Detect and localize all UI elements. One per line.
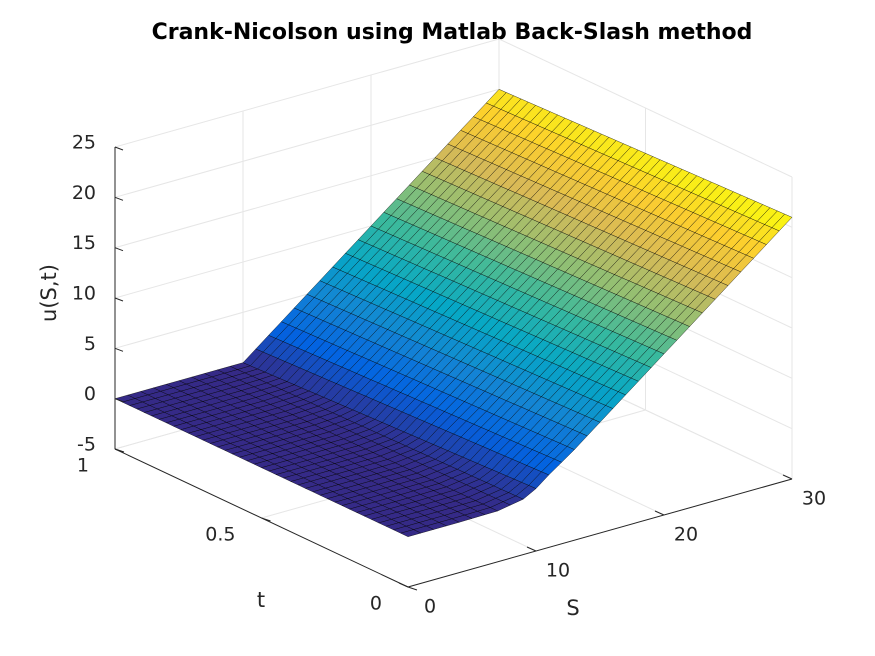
axes: 0 10 20 30 0 0.5 1-5 0 5 10 15 20 25 bbox=[72, 132, 826, 618]
z-tick bbox=[114, 347, 124, 352]
x-tick bbox=[654, 510, 665, 516]
x-tick bbox=[782, 474, 793, 480]
z-tick-label: -5 bbox=[77, 434, 96, 456]
y-axis-label: t bbox=[257, 588, 265, 612]
z-tick bbox=[114, 196, 124, 201]
surface-patch bbox=[400, 529, 422, 537]
z-tick-label: 25 bbox=[72, 132, 96, 154]
z-tick bbox=[114, 146, 124, 151]
z-tick-label: 0 bbox=[84, 383, 96, 405]
z-tick bbox=[114, 297, 124, 302]
x-tick-label: 10 bbox=[546, 560, 570, 582]
x-tick-label: 30 bbox=[802, 488, 826, 510]
chart-title: Crank-Nicolson using Matlab Back-Slash m… bbox=[152, 20, 753, 45]
x-tick bbox=[398, 582, 409, 588]
y-tick bbox=[261, 517, 271, 522]
gridline-u bbox=[114, 38, 793, 178]
z-axis-label: u(S,t) bbox=[37, 264, 61, 322]
z-tick bbox=[114, 448, 124, 453]
y-tick-label: 0.5 bbox=[205, 524, 235, 546]
z-tick bbox=[114, 398, 124, 403]
x-axis-line bbox=[407, 478, 793, 588]
y-tick-label: 1 bbox=[77, 455, 89, 477]
z-tick bbox=[114, 247, 124, 252]
y-tick bbox=[407, 586, 418, 591]
z-tick-label: 15 bbox=[72, 232, 96, 254]
x-tick-label: 20 bbox=[674, 524, 698, 546]
x-tick bbox=[526, 546, 537, 552]
surface bbox=[114, 89, 793, 537]
z-tick-label: 10 bbox=[72, 283, 96, 305]
x-axis-label: S bbox=[566, 596, 579, 620]
z-tick-label: 20 bbox=[72, 182, 96, 204]
z-tick-label: 5 bbox=[84, 333, 96, 355]
y-tick-label: 0 bbox=[370, 593, 382, 615]
x-tick-label: 0 bbox=[424, 596, 436, 618]
